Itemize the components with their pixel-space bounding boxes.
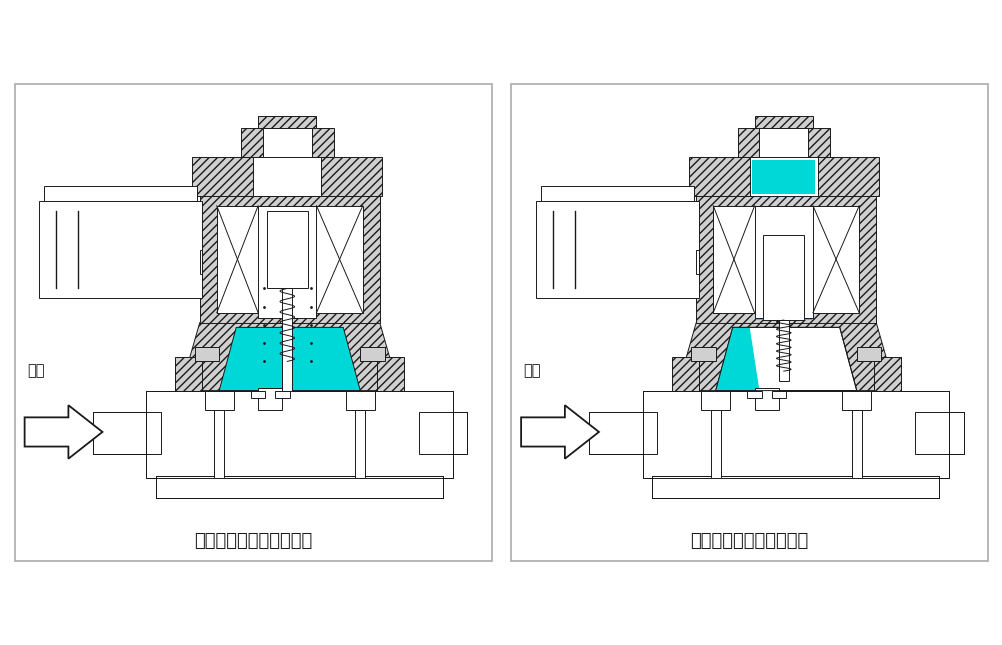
Bar — [535, 201, 698, 298]
Bar — [44, 186, 197, 201]
Bar — [756, 313, 811, 320]
Bar — [754, 388, 779, 410]
Bar — [355, 410, 365, 478]
Bar — [914, 413, 963, 454]
Bar — [756, 235, 763, 320]
Bar — [873, 357, 900, 391]
Bar — [651, 476, 939, 498]
Bar — [258, 388, 283, 410]
Bar — [199, 250, 202, 274]
Bar — [263, 128, 312, 157]
Text: 流体: 流体 — [523, 363, 540, 379]
Bar — [779, 320, 788, 381]
Bar — [95, 415, 151, 452]
Bar — [250, 391, 266, 398]
Bar — [39, 201, 202, 298]
Bar — [588, 413, 656, 454]
Bar — [275, 391, 290, 398]
Bar — [418, 413, 467, 454]
Bar — [204, 391, 233, 410]
Polygon shape — [180, 322, 399, 391]
Bar — [856, 347, 880, 361]
Bar — [258, 115, 317, 128]
Bar — [418, 413, 467, 454]
Bar — [258, 388, 283, 401]
Bar — [540, 186, 693, 201]
Bar — [260, 288, 267, 313]
Bar — [690, 347, 715, 361]
Polygon shape — [715, 328, 759, 391]
Polygon shape — [521, 405, 598, 459]
Bar — [175, 357, 202, 391]
Bar — [671, 357, 698, 391]
Bar — [591, 415, 647, 452]
Polygon shape — [25, 405, 102, 459]
Bar — [642, 391, 948, 478]
Bar — [283, 288, 292, 391]
Bar — [254, 157, 321, 196]
Polygon shape — [715, 328, 856, 391]
Bar — [754, 206, 813, 317]
Text: 线圈通电时：电磁阀关闭: 线圈通电时：电磁阀关闭 — [690, 532, 808, 550]
Bar — [752, 159, 815, 194]
Bar — [199, 196, 380, 322]
Bar — [754, 115, 813, 128]
Bar — [642, 391, 948, 478]
Bar — [92, 413, 160, 454]
Text: 线圈断电时：电磁阀开启: 线圈断电时：电磁阀开启 — [194, 532, 312, 550]
Bar — [377, 357, 404, 391]
Polygon shape — [219, 328, 360, 391]
Bar — [148, 393, 450, 476]
Polygon shape — [676, 322, 895, 391]
Bar — [421, 415, 464, 452]
Bar — [695, 250, 698, 274]
Bar — [688, 157, 878, 196]
Bar — [258, 206, 317, 317]
Bar — [851, 410, 861, 478]
Bar — [194, 347, 219, 361]
Bar — [763, 235, 804, 320]
Bar — [736, 128, 830, 157]
Bar — [804, 235, 811, 320]
Bar — [146, 391, 452, 478]
Bar — [651, 476, 939, 498]
Bar — [746, 391, 762, 398]
Bar — [842, 391, 871, 410]
Bar — [214, 410, 223, 478]
Bar — [749, 157, 817, 196]
Bar — [146, 391, 452, 478]
Bar — [308, 288, 315, 313]
Bar — [267, 211, 308, 288]
Bar — [588, 413, 656, 454]
Bar — [240, 128, 334, 157]
Bar — [771, 391, 786, 398]
Bar — [156, 476, 443, 498]
Bar — [644, 393, 741, 476]
Bar — [192, 157, 382, 196]
Polygon shape — [97, 391, 462, 449]
Bar — [216, 206, 363, 313]
Bar — [700, 391, 729, 410]
Bar — [712, 206, 859, 313]
Bar — [759, 128, 808, 157]
Bar — [695, 196, 876, 322]
Bar — [914, 413, 963, 454]
Bar — [360, 347, 384, 361]
Bar — [710, 410, 719, 478]
Text: 流体: 流体 — [27, 363, 44, 379]
Bar — [156, 476, 443, 498]
Bar — [92, 413, 160, 454]
Bar — [346, 391, 375, 410]
